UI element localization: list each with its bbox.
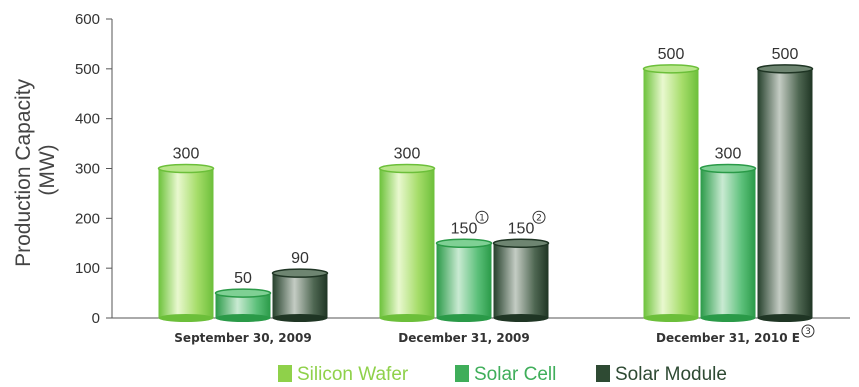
bar-top	[157, 163, 215, 174]
y-tick-label: 0	[92, 310, 100, 327]
category-label: December 31, 2010 E	[656, 331, 800, 345]
bar-top	[756, 64, 814, 74]
bar-base	[700, 314, 756, 322]
bar-base	[436, 314, 492, 322]
legend-label: Solar Module	[615, 364, 727, 385]
data-label: 300	[394, 146, 421, 163]
data-label: 500	[772, 46, 799, 63]
legend-swatch	[278, 365, 292, 382]
bar-top	[435, 238, 493, 248]
bar-body	[436, 243, 492, 318]
footnote-number: 1	[479, 213, 485, 223]
bar-top	[214, 288, 272, 298]
category-labels: September 30, 2009 December 31, 2009 Decem…	[174, 324, 815, 345]
bar-base	[757, 314, 813, 322]
data-label: 90	[291, 250, 309, 267]
footnote-marker	[532, 210, 546, 224]
bars	[157, 64, 814, 322]
data-label: 150	[508, 220, 535, 237]
data-label: 300	[715, 146, 742, 163]
bar-silicon-wafer	[642, 64, 700, 322]
y-ticks: 0 100 200 300 400 500 600	[75, 11, 112, 327]
legend-label: Solar Cell	[474, 364, 556, 385]
bar-base	[493, 314, 549, 322]
bar-base	[158, 314, 214, 322]
bar-base	[379, 314, 435, 322]
bar-solar-module	[271, 268, 329, 322]
footnote-marker	[801, 324, 815, 338]
y-tick-label: 200	[75, 210, 100, 227]
bar-body	[272, 273, 328, 318]
bar-base	[215, 314, 271, 322]
legend-item-solar-cell: Solar Cell	[455, 364, 556, 385]
data-label: 300	[173, 146, 200, 163]
bar-base	[272, 314, 328, 322]
bar-solar-cell	[699, 163, 757, 322]
bar-body	[757, 68, 813, 318]
data-label: 50	[234, 270, 252, 287]
bar-body	[158, 168, 214, 318]
legend: Silicon Wafer Solar Cell Solar Module	[278, 364, 727, 385]
bar-solar-cell	[214, 288, 272, 322]
legend-item-silicon-wafer: Silicon Wafer	[278, 364, 409, 385]
y-axis-label-line-2: (MW)	[36, 144, 59, 195]
legend-swatch	[596, 365, 610, 382]
y-axis-label-line-1: Production Capacity	[12, 78, 35, 266]
y-axis-label: Production Capacity (MW)	[12, 73, 59, 267]
bar-body	[643, 68, 699, 318]
bar-silicon-wafer	[378, 163, 436, 322]
bar-body	[493, 243, 549, 318]
bar-top	[699, 163, 757, 174]
bar-body	[700, 168, 756, 318]
y-tick-label: 100	[75, 260, 100, 277]
footnote-number: 2	[536, 213, 542, 223]
y-tick-label: 300	[75, 161, 100, 178]
y-tick-label: 600	[75, 11, 100, 28]
footnote-marker	[475, 210, 489, 224]
y-tick-label: 400	[75, 111, 100, 128]
bar-top	[492, 238, 550, 248]
legend-swatch	[455, 365, 469, 382]
bar-body	[379, 168, 435, 318]
bar-base	[643, 314, 699, 322]
legend-item-solar-module: Solar Module	[596, 364, 727, 385]
y-tick-label: 500	[75, 61, 100, 78]
category-label: December 31, 2009	[398, 331, 530, 345]
bar-solar-module	[492, 238, 550, 322]
data-label: 500	[658, 46, 685, 63]
data-label: 150	[451, 220, 478, 237]
bar-top	[642, 64, 700, 74]
bar-silicon-wafer	[157, 163, 215, 322]
footnote-number: 3	[805, 327, 811, 337]
bar-solar-module	[756, 64, 814, 322]
bar-top	[378, 163, 436, 174]
bar-top	[271, 268, 329, 278]
legend-label: Silicon Wafer	[297, 364, 409, 385]
bar-solar-cell	[435, 238, 493, 322]
category-label: September 30, 2009	[174, 331, 311, 345]
